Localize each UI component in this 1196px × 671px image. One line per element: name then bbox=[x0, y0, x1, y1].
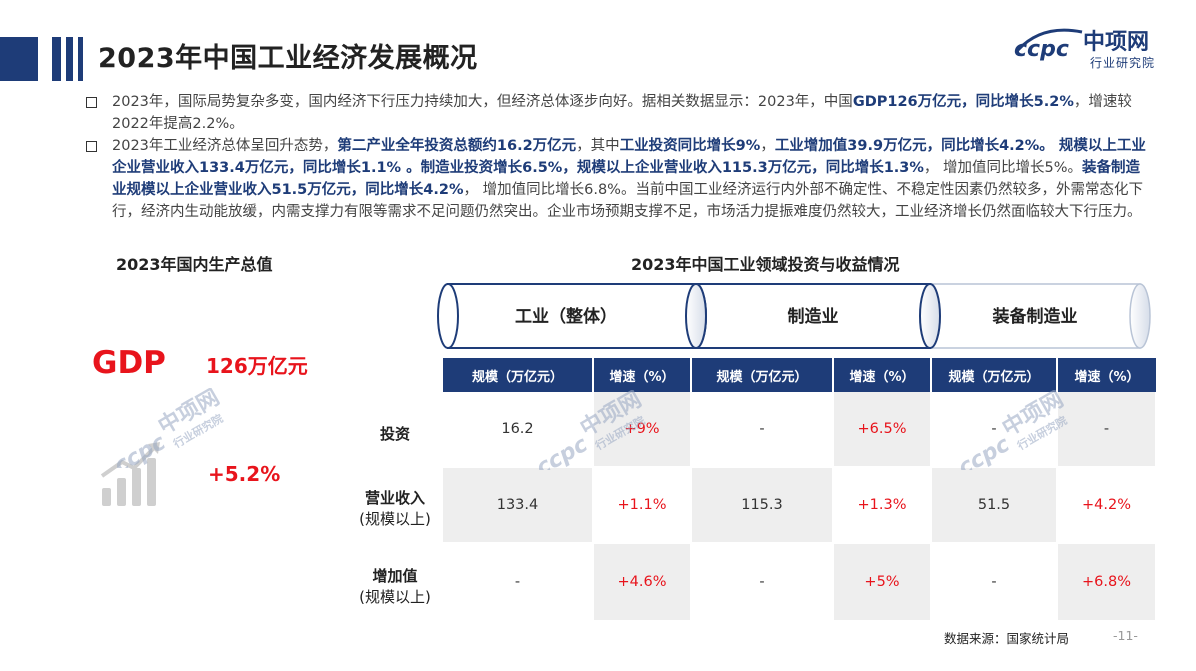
table-cell: 16.2 bbox=[443, 392, 594, 468]
title-bar-3 bbox=[78, 37, 83, 81]
table-cell: 133.4 bbox=[443, 467, 594, 544]
gdp-growth: +5.2% bbox=[208, 462, 281, 486]
bullet-paragraph-1: 2023年，国际局势复杂多变，国内经济下行压力持续加大，但经济总体逐步向好。据相… bbox=[112, 91, 1152, 135]
data-source-note: 数据来源：国家统计局 bbox=[944, 631, 1070, 646]
logo-subtitle: 行业研究院 bbox=[1090, 56, 1156, 70]
table-header-row: 规模（万亿元） 增速（%） 规模（万亿元） 增速（%） 规模（万亿元） 增速（%… bbox=[443, 358, 1156, 392]
column-header: 增速（%） bbox=[1057, 358, 1156, 392]
body-text: 2023年，国际局势复杂多变，国内经济下行压力持续加大，但经济总体逐步向好。据相… bbox=[112, 94, 853, 110]
table-cell: - bbox=[1057, 392, 1157, 468]
body-text: ， 增加值同比增长6.8%。当前中国工业经济运行内外部不确定性、不稳定性因素仍然… bbox=[112, 182, 1143, 220]
watermark-logo-icon: ccpc 中项网 行业研究院 bbox=[110, 388, 225, 468]
table-row: 133.4 +1.1% 115.3 +1.3% 51.5 +4.2% bbox=[443, 467, 1157, 544]
svg-text:ccpc: ccpc bbox=[110, 430, 170, 468]
row-label-investment: 投资 bbox=[379, 425, 410, 443]
row-label-value-added: 增加值 (规模以上) bbox=[359, 567, 431, 606]
title-bar-left bbox=[0, 37, 38, 81]
bullet-square-icon bbox=[86, 97, 97, 108]
title-bar-2 bbox=[66, 37, 73, 81]
highlight-text: GDP126万亿元，同比增长5.2% bbox=[852, 94, 1074, 110]
column-header: 规模（万亿元） bbox=[931, 358, 1058, 392]
table-cell: - bbox=[931, 392, 1058, 468]
table-cell: 51.5 bbox=[931, 467, 1058, 544]
highlight-text: 工业投资同比增长9% bbox=[619, 138, 761, 154]
gdp-label: GDP bbox=[92, 345, 166, 381]
highlight-text: 第二产业全年投资总额约16.2万亿元 bbox=[337, 138, 577, 154]
table-cell: 115.3 bbox=[691, 467, 834, 544]
table-cell: - bbox=[443, 543, 594, 622]
table-cell: +6.8% bbox=[1057, 543, 1157, 622]
table-cell: +1.3% bbox=[833, 467, 932, 544]
table-cell: - bbox=[931, 543, 1058, 622]
growth-chart-icon bbox=[100, 442, 160, 506]
gdp-heading: 2023年国内生产总值 bbox=[116, 255, 273, 274]
watermark-logo-icon: ccpc 中项网 行业研究院 bbox=[532, 390, 647, 470]
row-label-revenue: 营业收入 (规模以上) bbox=[359, 489, 431, 528]
column-header: 增速（%） bbox=[833, 358, 932, 392]
table-cell: +4.2% bbox=[1057, 467, 1157, 544]
cylinder-banners bbox=[437, 283, 1151, 349]
table-row: 16.2 +9% - +6.5% - - bbox=[443, 392, 1157, 468]
body-text: ，增速较2022年提高2.2%。 bbox=[112, 94, 1132, 132]
page-title: 2023年中国工业经济发展概况 bbox=[98, 43, 478, 74]
svg-text:ccpc: ccpc bbox=[532, 432, 592, 470]
group-header-equipment: 装备制造业 bbox=[992, 307, 1078, 327]
table-cell: +4.6% bbox=[593, 543, 692, 622]
table-cell: +5% bbox=[833, 543, 932, 622]
body-text: 2023年工业经济总体呈回升态势， bbox=[112, 138, 338, 154]
highlight-text: 装备制造业规模以上企业营业收入51.5万亿元，同比增长4.2% bbox=[112, 160, 1141, 198]
bullet-square-icon bbox=[86, 141, 97, 152]
gdp-value: 126万亿元 bbox=[206, 354, 308, 378]
ccpc-logo-icon: ccpc bbox=[1014, 28, 1083, 62]
body-text: ， 增加值同比增长5%。 bbox=[923, 160, 1083, 176]
title-bar-1 bbox=[52, 37, 61, 81]
table-cell: +1.1% bbox=[593, 467, 692, 544]
highlight-text: 工业增加值39.9万亿元，同比增长4.2%。 规模以上工业企业营业收入133.4… bbox=[112, 138, 1146, 176]
column-header: 规模（万亿元） bbox=[691, 358, 834, 392]
svg-text:ccpc: ccpc bbox=[954, 432, 1014, 470]
logo-name: 中项网 bbox=[1083, 30, 1150, 55]
invest-heading: 2023年中国工业领域投资与收益情况 bbox=[631, 255, 900, 274]
svg-text:ccpc: ccpc bbox=[1014, 37, 1069, 62]
bullet-paragraph-2: 2023年工业经济总体呈回升态势，第二产业全年投资总额约16.2万亿元，其中工业… bbox=[112, 135, 1152, 223]
body-text: ，其中 bbox=[576, 138, 620, 154]
column-header: 增速（%） bbox=[593, 358, 692, 392]
table-cell: - bbox=[691, 392, 834, 468]
table-cell: +9% bbox=[593, 392, 692, 468]
table-cell: +6.5% bbox=[833, 392, 932, 468]
investment-table: 规模（万亿元） 增速（%） 规模（万亿元） 增速（%） 规模（万亿元） 增速（%… bbox=[443, 358, 1157, 622]
group-header-industry: 工业（整体） bbox=[515, 307, 617, 327]
table-row: - +4.6% - +5% - +6.8% bbox=[443, 543, 1157, 622]
watermark-logo-icon: ccpc 中项网 行业研究院 bbox=[954, 390, 1069, 470]
group-header-manufacturing: 制造业 bbox=[787, 307, 839, 327]
table-cell: - bbox=[691, 543, 834, 622]
column-header: 规模（万亿元） bbox=[443, 358, 594, 392]
body-text: ， bbox=[760, 138, 775, 154]
page-number: -11- bbox=[1113, 628, 1138, 643]
